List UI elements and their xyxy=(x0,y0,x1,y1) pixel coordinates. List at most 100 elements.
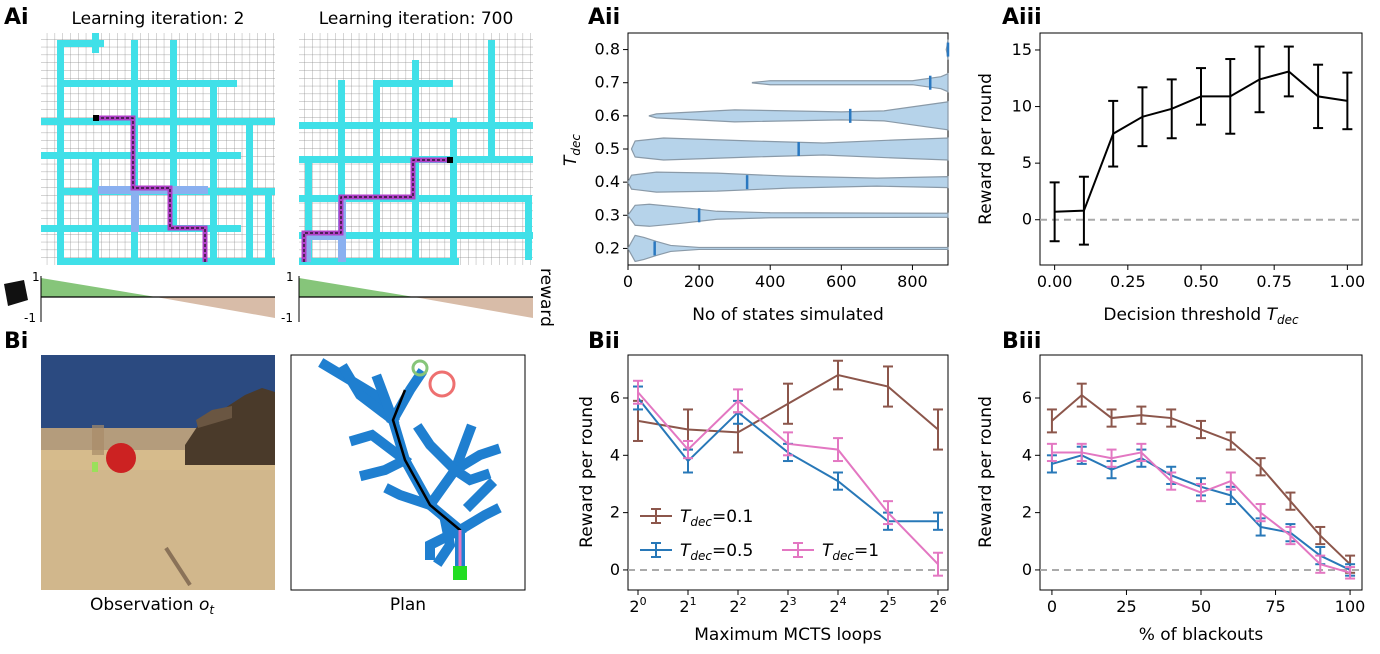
biii-error-bar xyxy=(1046,408,1057,434)
biii-ytick-label: 0 xyxy=(1022,560,1032,579)
aiii-error-bar xyxy=(1049,181,1060,243)
maze-left xyxy=(41,33,275,265)
bii-error-bar xyxy=(833,437,843,463)
aiii-xlabel: Decision threshold Tdec xyxy=(1103,305,1299,327)
aiii-ytick-label: 10 xyxy=(1012,97,1032,116)
biii-error-bar xyxy=(1076,442,1087,463)
plan-caption: Plan xyxy=(390,595,426,615)
biii-ytick-label: 2 xyxy=(1022,503,1032,522)
biii-xtick-label: 100 xyxy=(1335,597,1366,616)
biii-xlabel: % of blackouts xyxy=(1139,625,1264,645)
biii-ylabel: Reward per round xyxy=(976,396,996,548)
green-marker xyxy=(92,462,98,472)
aiii-error-bar xyxy=(1254,45,1265,114)
maze-left-start-marker xyxy=(93,115,99,121)
reward-bottom-left: -1 xyxy=(24,311,36,325)
aii-violin-body xyxy=(648,101,949,131)
biii-error-bar xyxy=(1106,448,1117,468)
aiii-error-bar xyxy=(1225,58,1236,135)
aii-xtick-label: 800 xyxy=(897,272,928,291)
bii-error-bar xyxy=(833,359,843,391)
bii-legend-item: Tdec=0.5 xyxy=(640,541,753,563)
biii-xtick-label: 25 xyxy=(1116,597,1136,616)
biii-error-bar xyxy=(1196,482,1206,503)
bii-xtick-label: 22 xyxy=(729,595,746,616)
aiii-ytick-label: 0 xyxy=(1022,210,1032,229)
biii-error-bar xyxy=(1285,491,1296,511)
biii-error-bar xyxy=(1225,471,1236,491)
panel-label-ai: Ai xyxy=(4,5,29,30)
bii-error-bar xyxy=(733,388,743,414)
bii-error-bar xyxy=(783,382,793,425)
reward-top-right: 1 xyxy=(286,270,294,284)
bii-legend: Tdec=0.1 Tdec=0.5 Tdec=1 xyxy=(640,507,879,563)
biii-error-bar xyxy=(1315,525,1326,546)
biii-series-line xyxy=(1051,454,1351,571)
reward-gradient-right xyxy=(298,276,533,322)
aii-ytick-label: 0.3 xyxy=(595,205,620,224)
aiii-error-bar xyxy=(1196,67,1206,126)
red-ball xyxy=(106,443,136,473)
biii-axes-frame xyxy=(1039,354,1363,591)
panel-label-aii: Aii xyxy=(588,5,620,30)
maze-right-start-marker xyxy=(447,157,453,163)
aii-ytick-label: 0.8 xyxy=(595,40,620,59)
bii-xtick-label: 25 xyxy=(879,595,896,616)
biii-ytick-label: 6 xyxy=(1022,388,1032,407)
aii-ytick-label: 0.5 xyxy=(595,139,620,158)
aiii-error-bar xyxy=(1078,175,1089,246)
aii-ytick-label: 0.2 xyxy=(595,238,620,257)
bii-xtick-label: 21 xyxy=(679,595,696,616)
goal-marker xyxy=(453,566,467,580)
aii-ylabel: Tdec xyxy=(561,134,583,166)
aiii-ytick-label: 15 xyxy=(1012,40,1032,59)
aii-ytick-label: 0.7 xyxy=(595,73,620,92)
biii-error-bar xyxy=(1136,405,1147,425)
aii-xtick-label: 400 xyxy=(755,272,786,291)
biii-xtick-label: 0 xyxy=(1047,597,1057,616)
bii-legend-item: Tdec=0.1 xyxy=(640,507,753,529)
aiii-error-bar xyxy=(1283,45,1294,98)
aii-xtick-label: 600 xyxy=(826,272,857,291)
bii-error-bar xyxy=(933,511,943,531)
aiii-xtick-label: 0.00 xyxy=(1037,272,1073,291)
reward-gradient-left xyxy=(40,276,275,322)
aii-xlabel: No of states simulated xyxy=(692,305,884,325)
observation-image xyxy=(41,355,275,590)
bii-error-bar xyxy=(833,471,843,491)
aii-violin-body xyxy=(627,171,949,193)
bii-ytick-label: 6 xyxy=(610,388,620,407)
aiii-ylabel: Reward per round xyxy=(976,73,996,225)
biii-error-bar xyxy=(1076,382,1087,408)
reward-bottom-right: -1 xyxy=(281,311,293,325)
biii-error-bar xyxy=(1345,566,1356,580)
bii-error-bar xyxy=(683,439,693,460)
biii-error-bar xyxy=(1046,442,1057,463)
observation-caption: Observation ot xyxy=(90,595,215,617)
bii-error-bar xyxy=(933,551,943,577)
biii-error-bar xyxy=(1136,442,1147,463)
bii-legend-label: Tdec=0.1 xyxy=(680,507,753,529)
aii-ytick-label: 0.6 xyxy=(595,106,620,125)
aii-violin-body xyxy=(627,203,949,227)
bii-error-bar xyxy=(933,408,943,451)
biii-error-bar xyxy=(1166,408,1177,428)
line-chart-biii: 0 25 50 75 100 0 2 4 6 % of blackouts Reward per… xyxy=(976,354,1366,645)
aii-xtick-label: 0 xyxy=(623,272,633,291)
bii-ytick-label: 0 xyxy=(610,560,620,579)
aii-xtick-label: 200 xyxy=(684,272,715,291)
agent-cube-icon xyxy=(4,280,28,306)
aiii-xtick-label: 0.25 xyxy=(1110,272,1146,291)
biii-ytick-label: 4 xyxy=(1022,445,1032,464)
panel-label-biii: Biii xyxy=(1002,329,1041,354)
biii-error-bar xyxy=(1225,431,1236,451)
reward-axis-label: reward xyxy=(536,268,556,327)
biii-error-bar xyxy=(1106,408,1117,428)
bii-xtick-label: 24 xyxy=(829,595,846,616)
bii-legend-label: Tdec=0.5 xyxy=(680,541,753,563)
biii-error-bar xyxy=(1315,554,1326,574)
bii-legend-label: Tdec=1 xyxy=(822,541,879,563)
bii-ylabel: Reward per round xyxy=(577,396,597,548)
